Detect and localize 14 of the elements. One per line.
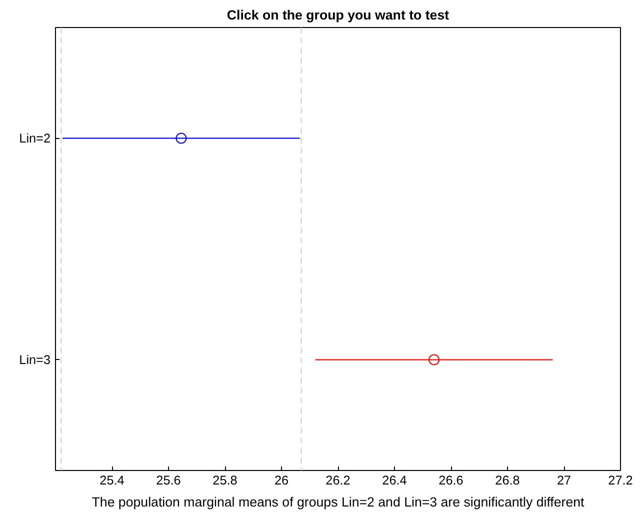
x-tick-label: 27 [556,474,572,488]
x-tick-label: 26 [274,474,289,488]
chart-title: Click on the group you want to test [226,8,450,22]
x-tick-label: 26.2 [326,474,350,488]
y-tick-label: Lin=3 [19,352,51,367]
y-tick-label: Lin=2 [19,131,51,146]
x-tick-label: 26.8 [495,474,520,488]
x-tick-label: 27.2 [608,474,633,488]
x-tick-label: 25.6 [156,474,181,488]
x-tick-label: 25.4 [100,474,124,488]
text: The population marginal means of groups Lin=2 and Lin=3 are significantly different [92,494,585,510]
x-tick-label: 26.4 [382,474,407,488]
x-tick-label: 25.8 [212,474,238,488]
x-tick-label: 26.6 [438,474,464,488]
